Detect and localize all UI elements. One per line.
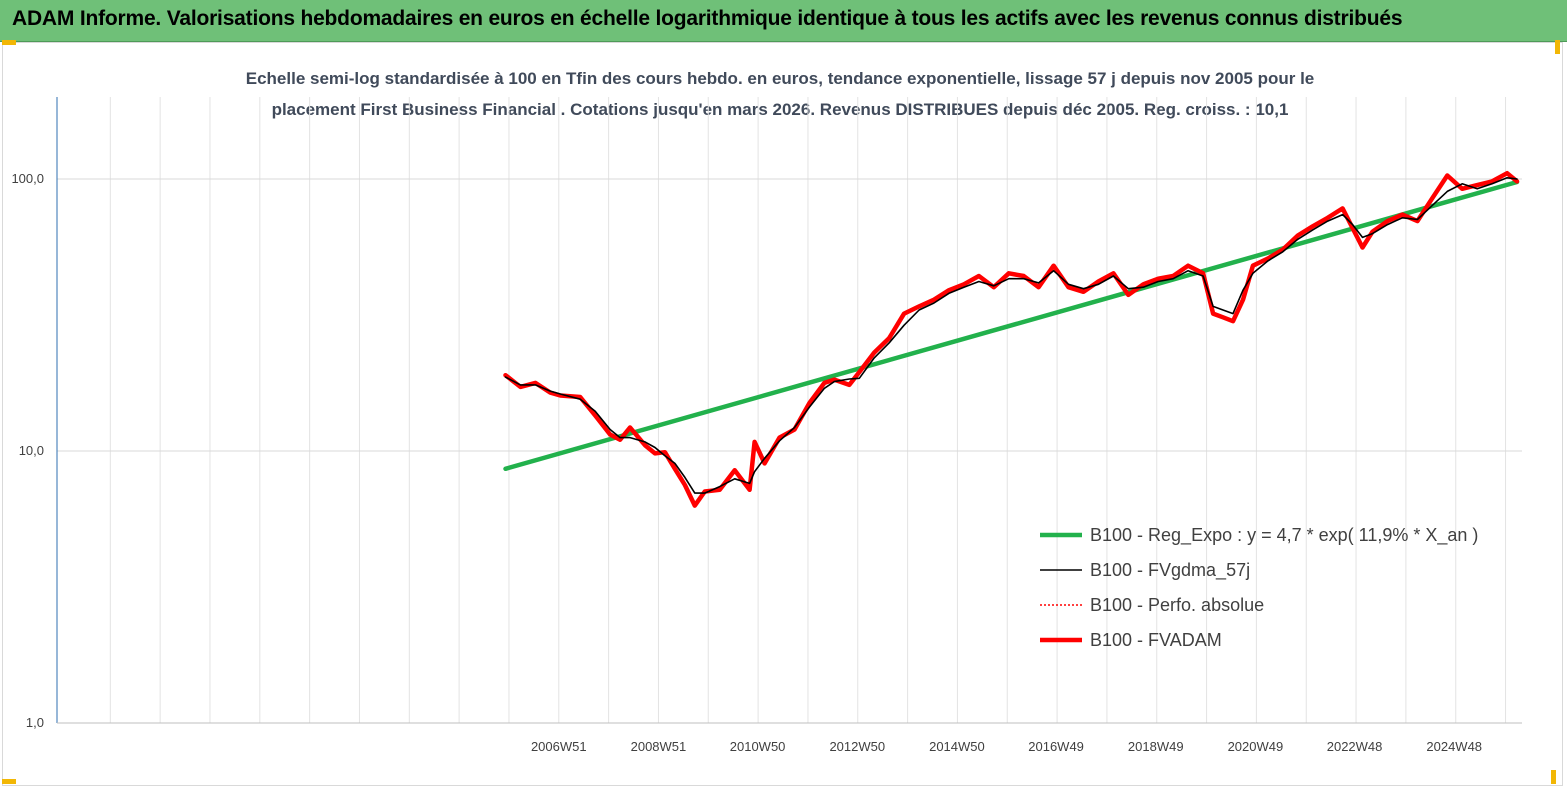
series-line-0 xyxy=(503,179,1520,472)
x-tick-label: 2012W50 xyxy=(829,739,885,754)
x-tick-label: 2024W48 xyxy=(1426,739,1482,754)
chart-title-line-1: Echelle semi-log standardisée à 100 en T… xyxy=(245,69,1315,88)
x-tick-label: 2008W51 xyxy=(631,739,687,754)
legend-label-2: B100 - Perfo. absolue xyxy=(1090,595,1264,615)
y-tick-label: 100,0 xyxy=(11,171,44,186)
x-tick-label: 2018W49 xyxy=(1128,739,1184,754)
legend-label-1: B100 - FVgdma_57j xyxy=(1090,560,1250,581)
header-banner: ADAM Informe. Valorisations hebdomadaire… xyxy=(0,0,1567,42)
page-title: ADAM Informe. Valorisations hebdomadaire… xyxy=(12,7,1403,30)
corner-marker-top-left xyxy=(2,40,16,45)
grid xyxy=(57,97,1522,724)
chart-frame xyxy=(2,42,1563,786)
y-tick-label: 1,0 xyxy=(26,715,44,730)
x-tick-label: 2006W51 xyxy=(531,739,587,754)
x-tick-label: 2016W49 xyxy=(1028,739,1084,754)
legend: B100 - Reg_Expo : y = 4,7 * exp( 11,9% *… xyxy=(1040,525,1478,650)
corner-marker-bottom-right xyxy=(1551,770,1556,784)
chart-title-line-2: placement First Business Financial . Cot… xyxy=(271,100,1289,119)
series xyxy=(503,170,1520,508)
legend-label-3: B100 - FVADAM xyxy=(1090,630,1222,650)
x-tick-label: 2010W50 xyxy=(730,739,786,754)
x-tick-label: 2022W48 xyxy=(1327,739,1383,754)
axes: 1,0 10,0 100,0 2006W51 2008W51 2010W50 2012W50… xyxy=(11,97,1522,754)
x-tick-label: 2014W50 xyxy=(929,739,985,754)
corner-marker-bottom-left xyxy=(2,779,16,784)
legend-label-0: B100 - Reg_Expo : y = 4,7 * exp( 11,9% *… xyxy=(1090,525,1478,546)
corner-marker-top-right xyxy=(1555,40,1560,54)
y-tick-label: 10,0 xyxy=(19,443,44,458)
x-tick-label: 2020W49 xyxy=(1228,739,1284,754)
series-line-1 xyxy=(504,177,1518,494)
